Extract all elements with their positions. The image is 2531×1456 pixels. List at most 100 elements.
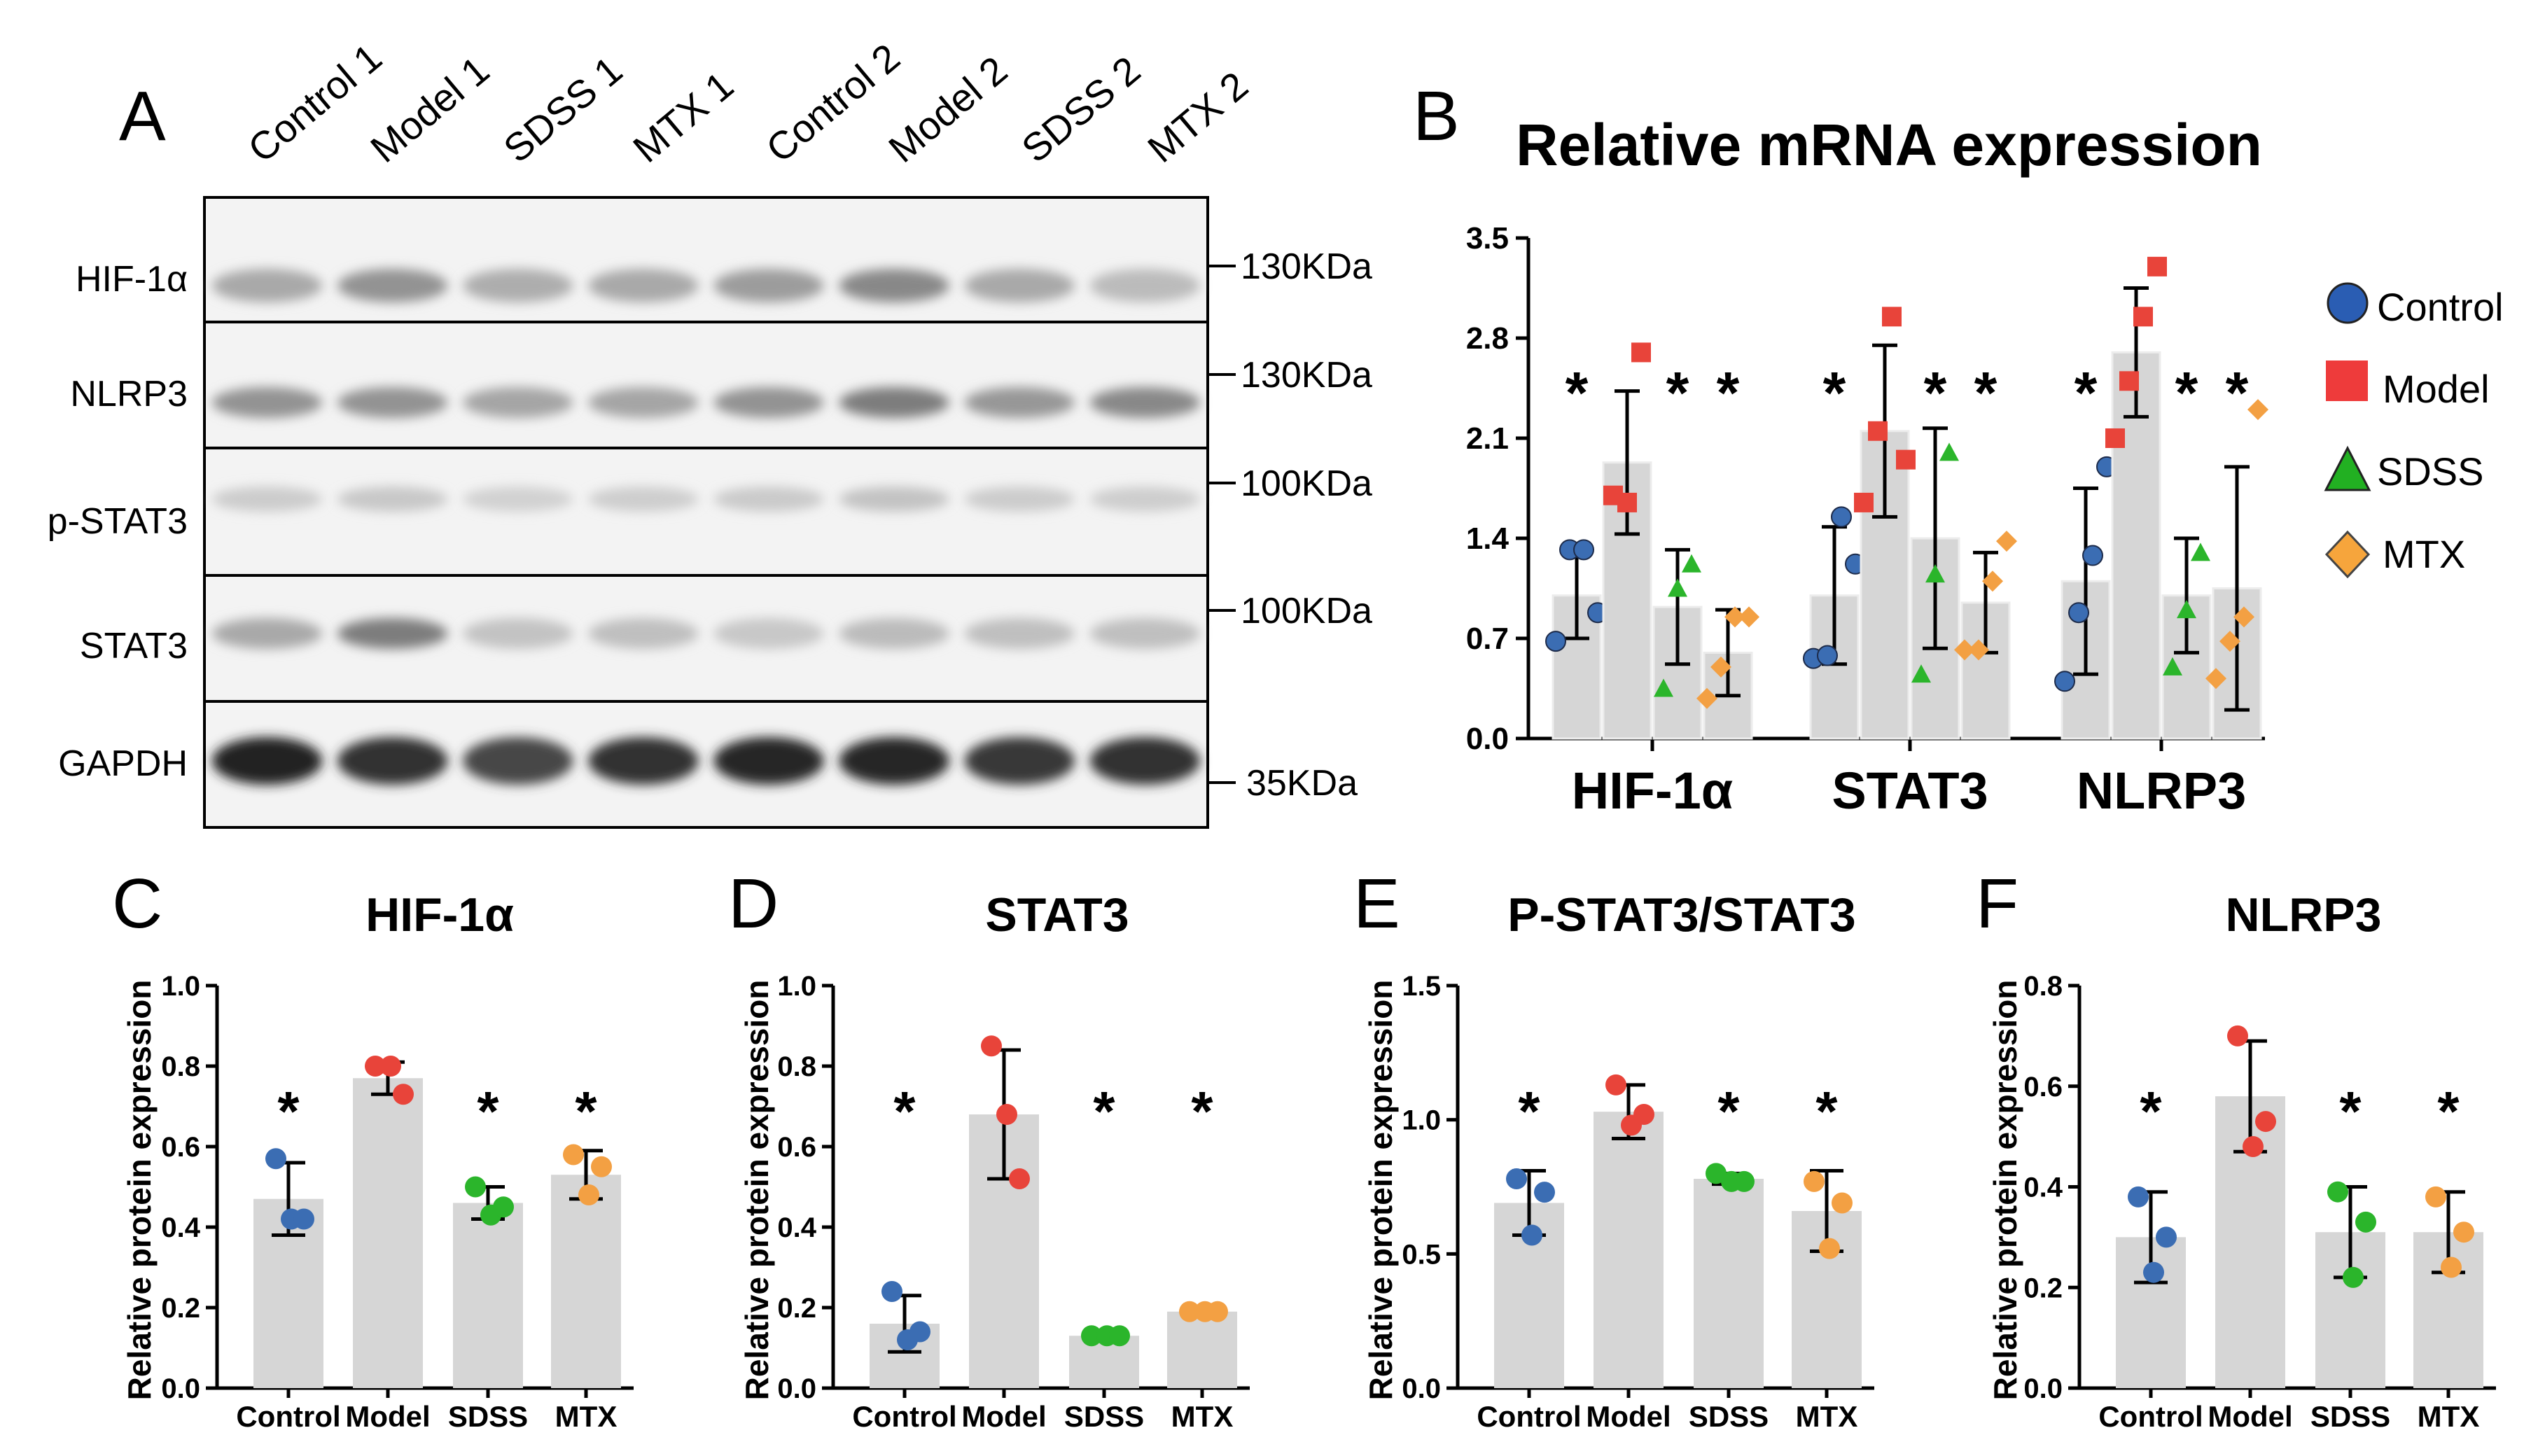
significance-star: * bbox=[2437, 1080, 2460, 1142]
plot-area: 0.0 0.7 1.4 2.1 2.8 3.5 HIF-1α * * * STAT3 * * * NLRP3… bbox=[1466, 221, 2268, 820]
panel-e-pstat3-stat3-chart: E P-STAT3/STAT3 Relative protein express… bbox=[1353, 864, 1874, 1433]
data-point bbox=[1882, 307, 1902, 327]
blot-band bbox=[211, 486, 323, 512]
data-point bbox=[563, 1144, 584, 1166]
x-category-label: Model bbox=[345, 1400, 430, 1433]
x-category-label: Control bbox=[1477, 1400, 1581, 1433]
blot-band bbox=[713, 269, 824, 302]
data-point bbox=[1925, 564, 1945, 583]
significance-star: * bbox=[2140, 1080, 2162, 1142]
data-point bbox=[1996, 531, 2017, 552]
y-tick-label: 1.5 bbox=[1402, 971, 1441, 1002]
data-point bbox=[2068, 602, 2089, 624]
data-point bbox=[2343, 1266, 2364, 1288]
blot-band bbox=[462, 486, 573, 512]
blot-band bbox=[964, 387, 1075, 418]
blot-band bbox=[1089, 269, 1201, 302]
panel-c-hif1a-chart: C HIF-1α Relative protein expression 0.0… bbox=[112, 864, 634, 1433]
blot-band bbox=[713, 618, 824, 649]
blot-band bbox=[588, 269, 699, 302]
significance-star: * bbox=[2175, 360, 2198, 426]
panel-letter: C bbox=[112, 864, 162, 943]
legend-label: Model bbox=[2383, 367, 2490, 411]
y-tick-label: 0.0 bbox=[2023, 1373, 2063, 1404]
y-axis-label: Relative protein expression bbox=[121, 980, 158, 1401]
lane-label: Control 2 bbox=[758, 35, 908, 171]
data-point bbox=[2205, 668, 2226, 690]
y-tick-label: 0.0 bbox=[1402, 1373, 1441, 1404]
data-point bbox=[1534, 1182, 1555, 1203]
panel-a-letter: A bbox=[119, 77, 166, 155]
data-point bbox=[1832, 1192, 1853, 1214]
lane-label: Control 1 bbox=[239, 35, 390, 171]
blot-band bbox=[839, 737, 950, 785]
blot-band bbox=[462, 737, 573, 785]
data-point bbox=[465, 1176, 486, 1198]
y-tick-label: 1.0 bbox=[1402, 1105, 1441, 1136]
data-point bbox=[1573, 539, 1594, 561]
data-point bbox=[1081, 1325, 1102, 1347]
data-point bbox=[1724, 606, 1745, 628]
y-tick-label: 0.0 bbox=[161, 1373, 200, 1404]
data-point bbox=[1734, 1170, 1755, 1192]
panel-d-stat3-chart: D STAT3 Relative protein expression 0.0 0… bbox=[728, 864, 1250, 1433]
blot-band bbox=[588, 486, 699, 512]
data-point bbox=[2133, 307, 2153, 327]
y-tick-label: 0.0 bbox=[777, 1373, 816, 1404]
x-category-label: SDSS bbox=[448, 1400, 528, 1433]
data-point bbox=[1633, 1104, 1654, 1125]
bar bbox=[1594, 1112, 1664, 1388]
y-tick-label: 0.6 bbox=[777, 1132, 816, 1163]
data-point bbox=[393, 1084, 414, 1105]
lane-label: SDSS 1 bbox=[495, 48, 630, 171]
data-point bbox=[1710, 656, 1731, 678]
significance-star: * bbox=[1717, 360, 1740, 426]
y-tick-label: 2.8 bbox=[1466, 321, 1509, 356]
data-point bbox=[1817, 645, 1838, 666]
y-tick-label: 0.2 bbox=[2023, 1273, 2063, 1303]
y-tick-label: 0.8 bbox=[777, 1051, 816, 1082]
data-point bbox=[2177, 600, 2196, 619]
y-axis-label: Relative protein expression bbox=[1362, 980, 1399, 1401]
chart-title: NLRP3 bbox=[2226, 888, 2382, 941]
chart-title: Relative mRNA expression bbox=[1516, 112, 2262, 178]
y-tick-label: 1.4 bbox=[1466, 522, 1509, 556]
blot-band bbox=[713, 387, 824, 418]
data-point bbox=[1968, 639, 1989, 661]
lane-label: SDSS 2 bbox=[1013, 48, 1148, 171]
x-category-label: MTX bbox=[555, 1400, 618, 1433]
blot-strip bbox=[203, 447, 1209, 577]
data-point bbox=[1179, 1301, 1200, 1322]
blot-band bbox=[1089, 387, 1201, 418]
blot-band bbox=[462, 269, 573, 302]
data-point bbox=[1831, 506, 1852, 528]
panel-f-nlrp3-chart: F NLRP3 Relative protein expression 0.0 0… bbox=[1976, 864, 2496, 1433]
data-point bbox=[1521, 1224, 1542, 1246]
data-point bbox=[1896, 449, 1916, 470]
blot-band bbox=[964, 737, 1075, 785]
data-point bbox=[578, 1184, 599, 1205]
data-point bbox=[1706, 1163, 1727, 1184]
blot-band bbox=[211, 387, 323, 418]
data-point bbox=[2327, 1181, 2348, 1203]
data-point bbox=[2243, 1136, 2264, 1157]
data-point bbox=[1738, 606, 1759, 628]
y-tick-label: 0.2 bbox=[777, 1293, 816, 1324]
blot-strip bbox=[203, 196, 1209, 323]
data-point bbox=[2054, 671, 2075, 692]
blot-band bbox=[839, 387, 950, 418]
data-point bbox=[2105, 428, 2125, 448]
x-category-label: MTX bbox=[2418, 1400, 2480, 1433]
blot-band bbox=[337, 269, 448, 302]
data-point bbox=[1804, 1170, 1825, 1192]
blot-band bbox=[713, 486, 824, 512]
panel-letter: F bbox=[1976, 864, 2018, 943]
y-tick-label: 0.8 bbox=[2023, 971, 2063, 1002]
blot-band bbox=[713, 737, 824, 785]
x-category-label: SDSS bbox=[2310, 1400, 2390, 1433]
data-point bbox=[2425, 1186, 2446, 1208]
significance-star: * bbox=[1924, 360, 1947, 426]
data-point bbox=[493, 1196, 514, 1218]
data-point bbox=[1868, 421, 1888, 441]
significance-star: * bbox=[1823, 360, 1846, 426]
